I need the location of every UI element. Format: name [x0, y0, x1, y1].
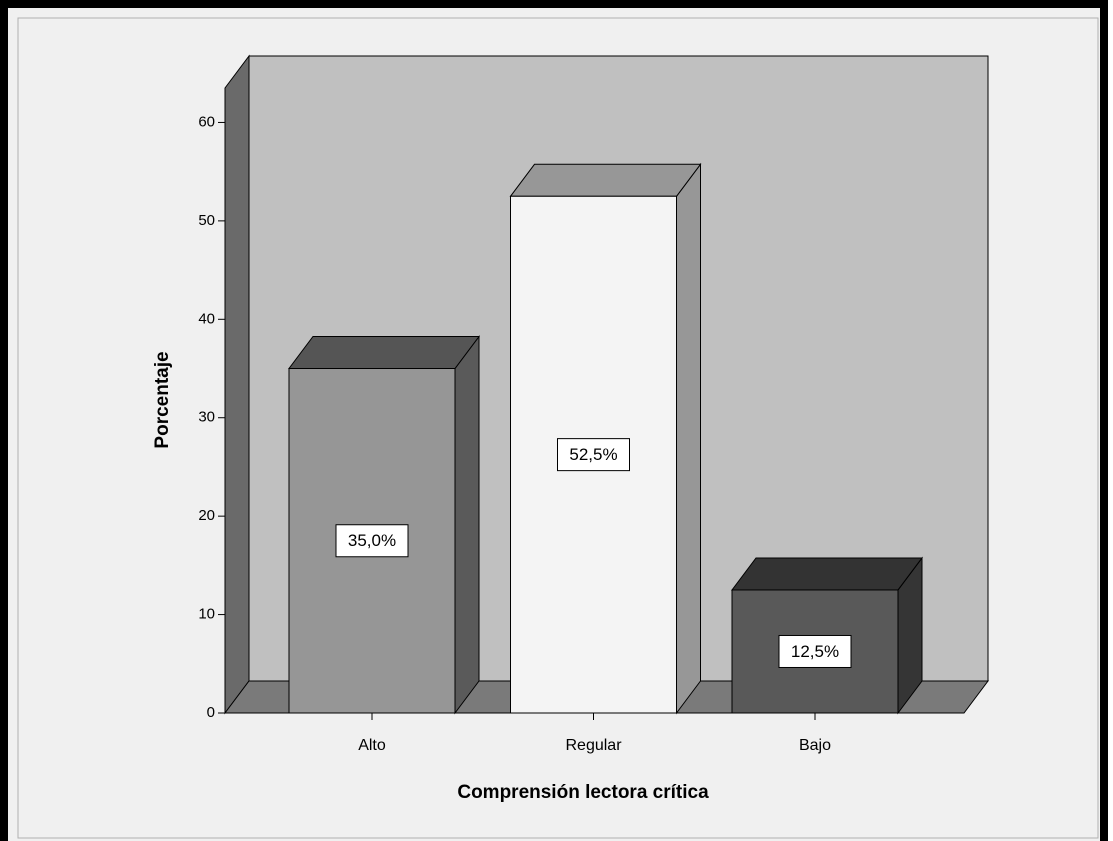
bar-side — [454, 335, 480, 715]
y-axis-label: Porcentaje — [152, 351, 173, 448]
x-tick-label: Alto — [358, 737, 386, 754]
bar-top — [731, 557, 923, 591]
x-tick-label: Bajo — [799, 737, 831, 754]
bar-side — [676, 162, 701, 715]
value-label-box — [557, 438, 630, 472]
y-tick-label: 60 — [198, 113, 215, 130]
value-label: 12,5% — [791, 642, 839, 661]
y-tick-label: 10 — [198, 606, 215, 623]
value-label-box — [335, 524, 409, 558]
inner-frame — [17, 17, 1099, 839]
left-wall — [224, 54, 250, 715]
y-tick-label: 50 — [198, 212, 215, 229]
y-tick-label: 20 — [198, 507, 215, 524]
bar-top — [288, 336, 480, 370]
value-label: 35,0% — [348, 531, 396, 550]
value-label-box — [778, 634, 852, 668]
bar-top — [509, 163, 702, 197]
y-tick-label: 30 — [198, 409, 215, 426]
x-tick-label: Regular — [565, 737, 622, 754]
y-tick-label: 0 — [207, 704, 215, 721]
value-label: 52,5% — [569, 445, 617, 464]
x-axis-label: Comprensión lectora crítica — [457, 782, 709, 803]
y-tick-label: 40 — [198, 310, 215, 327]
